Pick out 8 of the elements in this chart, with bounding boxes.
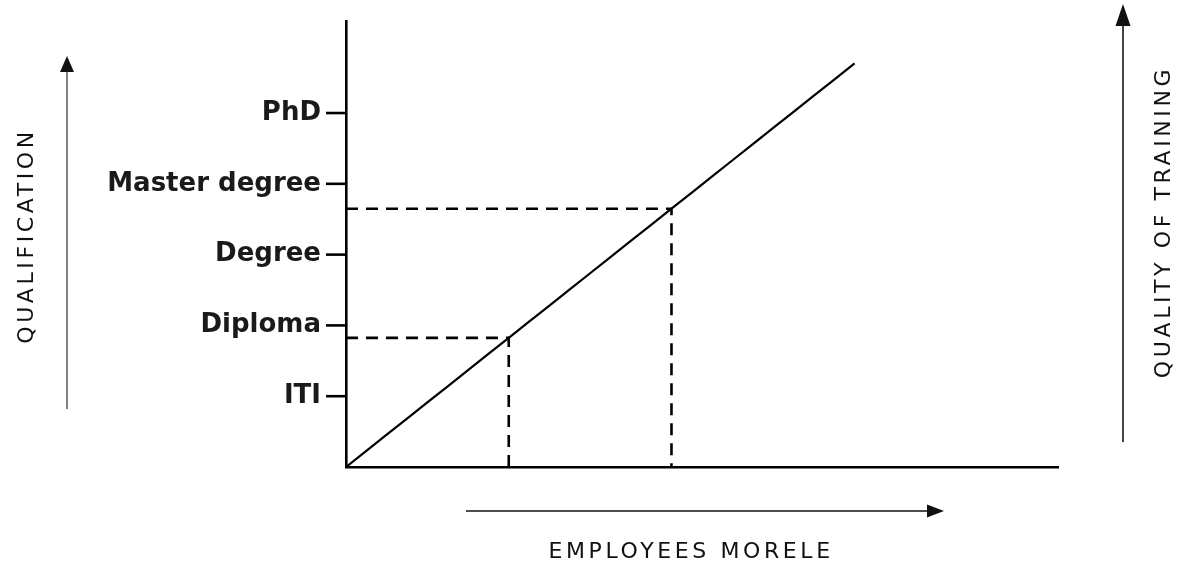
text: ITI xyxy=(283,378,321,409)
text: Diploma xyxy=(200,308,321,339)
text: Degree xyxy=(215,237,321,268)
text: PhD xyxy=(261,95,321,126)
text: Master degree xyxy=(107,166,321,197)
x-axis-title: EMPLOYEES MORELE xyxy=(548,538,834,563)
text: QUALIFICATION xyxy=(12,128,38,344)
y2-axis-title: QUALITY OF TRAINING xyxy=(1150,65,1176,379)
